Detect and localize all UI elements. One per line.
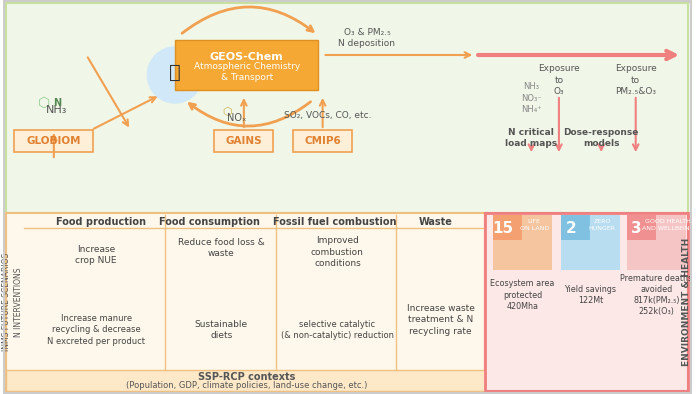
Bar — [175, 40, 318, 90]
Text: CMIP6: CMIP6 — [304, 136, 341, 146]
Text: Food consumption: Food consumption — [159, 217, 260, 227]
Bar — [6, 213, 485, 391]
Text: Sustainable
diets: Sustainable diets — [195, 320, 248, 340]
Text: Reduce food loss &
waste: Reduce food loss & waste — [178, 238, 265, 258]
Circle shape — [148, 47, 202, 103]
Text: ENVIRONMENT & HEALTH: ENVIRONMENT & HEALTH — [682, 238, 692, 366]
Text: 15: 15 — [492, 221, 513, 236]
Text: SO₂, VOCs, CO, etc.: SO₂, VOCs, CO, etc. — [284, 110, 371, 119]
Text: NH₃: NH₃ — [46, 105, 67, 115]
Text: ⬡: ⬡ — [38, 96, 50, 110]
Text: (Population, GDP, climate policies, land-use change, etc.): (Population, GDP, climate policies, land… — [126, 381, 368, 390]
Text: Improved
combustion
conditions: Improved combustion conditions — [311, 236, 364, 268]
Bar — [493, 215, 522, 240]
Bar — [6, 3, 688, 213]
Text: GLOBIOM: GLOBIOM — [27, 136, 81, 146]
Bar — [15, 130, 93, 152]
Text: GEOS-Chem: GEOS-Chem — [210, 52, 284, 62]
Text: Exposure
to
O₃: Exposure to O₃ — [538, 64, 580, 96]
Text: Increase
crop NUE: Increase crop NUE — [76, 245, 117, 265]
Text: GAINS: GAINS — [225, 136, 262, 146]
Bar — [6, 370, 485, 391]
Bar — [493, 215, 552, 270]
Text: LIFE
ON LAND: LIFE ON LAND — [519, 219, 549, 230]
Bar — [214, 130, 274, 152]
Text: Ecosystem area
protected
420Mha: Ecosystem area protected 420Mha — [490, 279, 554, 310]
Text: INMS FUTURE SCENARIOS
N INTERVENTIONS: INMS FUTURE SCENARIOS N INTERVENTIONS — [2, 253, 23, 351]
Text: ZERO
HUNGER: ZERO HUNGER — [589, 219, 616, 230]
Bar — [561, 215, 620, 270]
Text: ⬡: ⬡ — [223, 107, 232, 117]
Bar — [485, 213, 688, 391]
Text: Dose-response
models: Dose-response models — [564, 128, 639, 148]
Text: Food production: Food production — [56, 217, 146, 227]
Bar — [627, 215, 657, 240]
Text: NOₓ: NOₓ — [228, 113, 246, 123]
Text: Fossil fuel combustion: Fossil fuel combustion — [273, 217, 396, 227]
Bar — [627, 215, 686, 270]
Text: NH₃
NO₃⁻
NH₄⁺: NH₃ NO₃⁻ NH₄⁺ — [521, 82, 542, 113]
Text: Waste: Waste — [419, 217, 453, 227]
Text: Increase manure
recycling & decrease
N excreted per product: Increase manure recycling & decrease N e… — [47, 314, 145, 346]
Text: N: N — [52, 98, 61, 108]
Text: Increase waste
treatment & N
recycling rate: Increase waste treatment & N recycling r… — [407, 305, 475, 336]
Text: Premature deaths
avoided
817k(PM₂.₅)
252k(O₃): Premature deaths avoided 817k(PM₂.₅) 252… — [620, 274, 692, 316]
Bar — [485, 213, 688, 391]
Text: N critical
load maps: N critical load maps — [505, 128, 557, 148]
Text: selective catalytic
(& non-catalytic) reduction: selective catalytic (& non-catalytic) re… — [281, 320, 394, 340]
Bar — [293, 130, 352, 152]
Text: 2: 2 — [566, 221, 576, 236]
Text: Atmospheric Chemistry
& Transport: Atmospheric Chemistry & Transport — [194, 62, 300, 82]
Text: GOOD HEALTH
AND WELLBEING: GOOD HEALTH AND WELLBEING — [642, 219, 694, 230]
Bar — [561, 215, 590, 240]
Text: 🌍: 🌍 — [169, 63, 181, 82]
Text: Yield savings
122Mt: Yield savings 122Mt — [564, 285, 617, 305]
Text: 3: 3 — [631, 221, 642, 236]
Text: Exposure
to
PM₂.₅&O₃: Exposure to PM₂.₅&O₃ — [615, 64, 657, 96]
Text: SSP-RCP contexts: SSP-RCP contexts — [198, 372, 295, 382]
Text: O₃ & PM₂.₅
N deposition: O₃ & PM₂.₅ N deposition — [338, 28, 395, 48]
